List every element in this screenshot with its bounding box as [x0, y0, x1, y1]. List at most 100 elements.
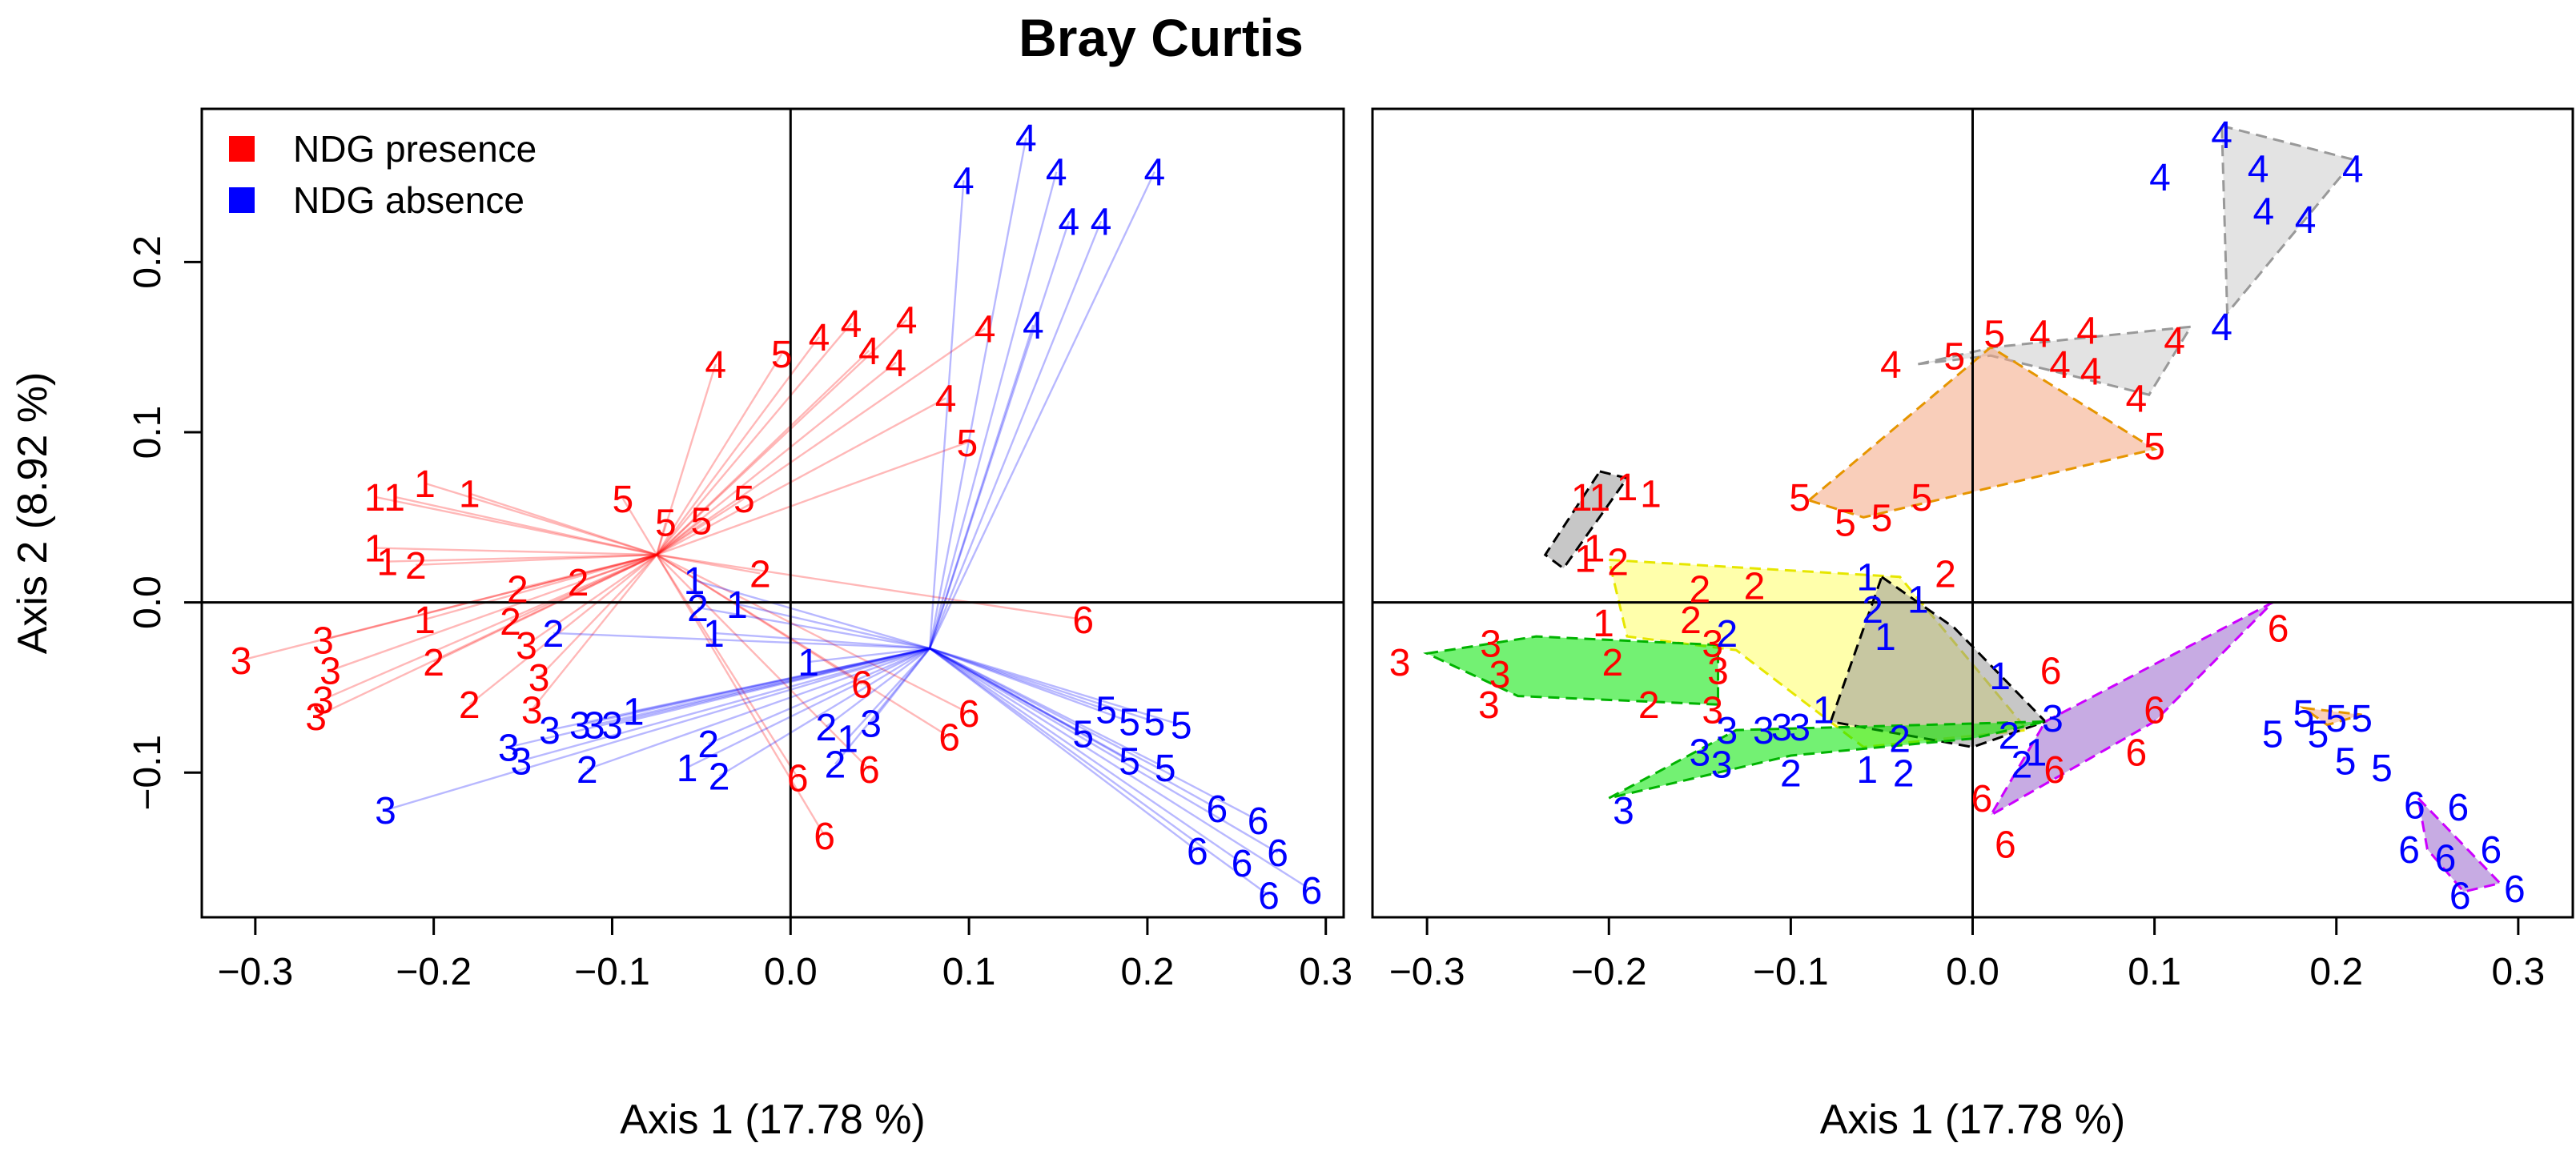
x-tick-label: 0.2 — [2309, 951, 2363, 993]
point-label: 5 — [2262, 713, 2284, 756]
y-tick-label: 0.1 — [127, 406, 169, 459]
point-label: 5 — [2308, 713, 2329, 756]
point-label: 4 — [1046, 152, 1067, 195]
group-hull-8 — [1608, 720, 2046, 800]
point-label: 4 — [975, 308, 996, 351]
spider-line — [656, 554, 863, 685]
spider-line — [315, 554, 657, 718]
spider-line — [929, 647, 1107, 711]
point-label: 5 — [1072, 713, 1094, 756]
point-label: 6 — [851, 664, 873, 707]
x-tick-label: 0.2 — [1121, 951, 1175, 993]
point-label: 3 — [510, 740, 532, 783]
point-label: 1 — [1856, 749, 1878, 792]
point-label: 5 — [733, 479, 755, 521]
plot-frame — [200, 107, 1345, 919]
point-label: 6 — [1187, 831, 1208, 873]
legend-swatch — [229, 187, 255, 213]
point-label: 6 — [787, 758, 809, 800]
point-label: 4 — [2295, 199, 2317, 242]
point-label: 5 — [2351, 698, 2373, 740]
point-label: 4 — [705, 344, 726, 387]
point-label: 5 — [1155, 748, 1176, 790]
point-label: 1 — [1589, 477, 1611, 519]
point-label: 2 — [577, 749, 598, 792]
point-label: 6 — [1267, 832, 1288, 875]
spider-line — [424, 553, 657, 621]
point-label: 6 — [958, 693, 980, 736]
point-label: 2 — [1689, 569, 1710, 612]
legend-label: NDG presence — [293, 128, 536, 170]
point-label: 2 — [1638, 684, 1660, 727]
point-label: 6 — [2448, 787, 2470, 829]
point-label: 4 — [1059, 201, 1080, 243]
spider-line — [929, 647, 1131, 762]
spider-line — [586, 647, 930, 771]
spider-line — [929, 648, 1243, 864]
point-label: 4 — [896, 300, 918, 343]
point-label: 1 — [623, 692, 645, 734]
point-label: 1 — [1813, 690, 1835, 732]
x-tick-label: 0.1 — [2128, 951, 2181, 993]
point-label: 2 — [543, 613, 565, 656]
point-label: 5 — [2144, 426, 2165, 468]
point-label: 3 — [539, 710, 561, 752]
spider-line — [468, 554, 657, 706]
spider-line — [517, 553, 657, 590]
spider-line — [928, 220, 1103, 649]
point-label: 3 — [1711, 744, 1733, 787]
point-label: 1 — [677, 748, 698, 790]
point-label: 5 — [957, 423, 979, 465]
point-label: 4 — [2126, 378, 2148, 420]
group-hull-7 — [1423, 635, 1720, 706]
point-label: 3 — [528, 657, 550, 700]
spider-line — [834, 648, 931, 765]
point-label: 2 — [500, 601, 521, 644]
point-label: 6 — [2398, 829, 2420, 872]
spider-line — [656, 353, 783, 555]
x-tick-label: 0.0 — [1946, 951, 1999, 993]
point-label: 6 — [814, 816, 835, 858]
spider-line — [656, 497, 745, 556]
spider-line — [693, 579, 930, 650]
point-label: 1 — [414, 600, 436, 642]
spider-line — [656, 319, 907, 555]
point-label: 2 — [1607, 542, 1629, 584]
spider-line — [928, 171, 1058, 649]
point-label: 6 — [2268, 608, 2289, 651]
spider-line — [374, 495, 657, 556]
point-label: 4 — [2029, 314, 2051, 356]
spider-line — [928, 220, 1071, 649]
spider-line — [929, 647, 1218, 809]
point-label: 5 — [1911, 477, 1933, 519]
spider-line — [737, 603, 930, 650]
point-label: 3 — [1702, 624, 1723, 666]
spider-line — [929, 648, 1199, 852]
spider-line — [468, 492, 657, 556]
point-label: 1 — [1856, 557, 1878, 600]
point-label: 6 — [2449, 875, 2471, 917]
point-label: 1 — [798, 642, 819, 684]
spider-line — [531, 554, 658, 711]
point-label: 6 — [858, 749, 880, 792]
x-tick-label: −0.1 — [1753, 951, 1829, 993]
group-hull-6 — [1829, 575, 2048, 748]
point-label: 2 — [1893, 752, 1915, 795]
group-hull-9 — [1987, 601, 2274, 819]
point-label: 4 — [2149, 157, 2171, 199]
spider-line — [656, 554, 970, 714]
spider-line — [323, 553, 657, 700]
point-label: 5 — [1119, 701, 1140, 744]
spider-line — [656, 554, 870, 770]
point-label: 2 — [1680, 600, 1702, 642]
point-label: 2 — [1889, 719, 1911, 761]
point-label: 6 — [1971, 778, 1993, 820]
point-label: 6 — [2504, 868, 2526, 911]
point-label: 3 — [1702, 690, 1723, 732]
point-label: 3 — [1771, 707, 1793, 749]
spider-line — [656, 350, 870, 555]
spider-line — [385, 647, 930, 812]
x-tick-label: 0.3 — [1299, 951, 1352, 993]
point-label: 5 — [2335, 740, 2357, 783]
